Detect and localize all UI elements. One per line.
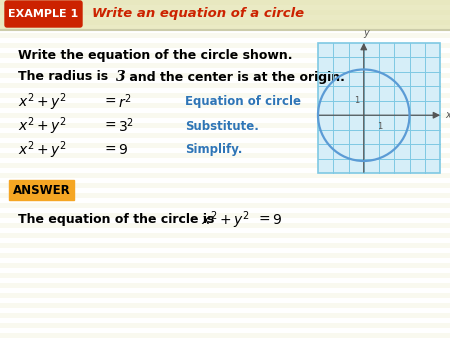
FancyBboxPatch shape (0, 193, 450, 198)
FancyBboxPatch shape (0, 53, 450, 58)
FancyBboxPatch shape (0, 323, 450, 328)
FancyBboxPatch shape (0, 163, 450, 168)
FancyBboxPatch shape (0, 5, 450, 10)
FancyBboxPatch shape (0, 173, 450, 178)
FancyBboxPatch shape (0, 263, 450, 268)
Text: =: = (105, 143, 117, 157)
FancyBboxPatch shape (0, 33, 450, 38)
FancyBboxPatch shape (0, 283, 450, 288)
FancyBboxPatch shape (0, 293, 450, 298)
Text: y: y (363, 28, 369, 38)
FancyBboxPatch shape (0, 143, 450, 148)
Text: =: = (258, 213, 270, 227)
Text: $x^2 + y^2$: $x^2 + y^2$ (18, 91, 67, 113)
FancyBboxPatch shape (0, 303, 450, 308)
FancyBboxPatch shape (0, 233, 450, 238)
FancyBboxPatch shape (0, 93, 450, 98)
FancyBboxPatch shape (0, 83, 450, 88)
FancyBboxPatch shape (0, 263, 450, 268)
FancyBboxPatch shape (0, 223, 450, 228)
Text: Write an equation of a circle: Write an equation of a circle (92, 7, 304, 21)
FancyBboxPatch shape (0, 63, 450, 68)
Text: $x^2 + y^2$: $x^2 + y^2$ (18, 115, 67, 137)
FancyBboxPatch shape (0, 233, 450, 238)
FancyBboxPatch shape (0, 25, 450, 30)
FancyBboxPatch shape (0, 30, 450, 338)
FancyBboxPatch shape (0, 223, 450, 228)
Text: =: = (105, 119, 117, 133)
FancyBboxPatch shape (0, 333, 450, 338)
Text: 3: 3 (116, 70, 126, 84)
FancyBboxPatch shape (5, 1, 82, 27)
Text: Write the equation of the circle shown.: Write the equation of the circle shown. (18, 49, 292, 63)
FancyBboxPatch shape (0, 143, 450, 148)
Text: $r^2$: $r^2$ (118, 93, 132, 111)
FancyBboxPatch shape (0, 173, 450, 178)
FancyBboxPatch shape (0, 43, 450, 48)
Text: Simplify.: Simplify. (185, 144, 243, 156)
FancyBboxPatch shape (0, 213, 450, 218)
Text: $3^2$: $3^2$ (118, 117, 134, 135)
FancyBboxPatch shape (0, 43, 450, 48)
Text: and the center is at the origin.: and the center is at the origin. (125, 71, 345, 83)
FancyBboxPatch shape (0, 13, 450, 18)
FancyBboxPatch shape (0, 3, 450, 8)
FancyBboxPatch shape (0, 33, 450, 38)
FancyBboxPatch shape (9, 180, 74, 200)
Text: 1: 1 (355, 96, 360, 105)
FancyBboxPatch shape (0, 193, 450, 198)
FancyBboxPatch shape (0, 103, 450, 108)
Text: Substitute.: Substitute. (185, 120, 259, 132)
FancyBboxPatch shape (0, 293, 450, 298)
FancyBboxPatch shape (0, 93, 450, 98)
FancyBboxPatch shape (0, 123, 450, 128)
FancyBboxPatch shape (0, 333, 450, 338)
FancyBboxPatch shape (0, 123, 450, 128)
FancyBboxPatch shape (0, 213, 450, 218)
FancyBboxPatch shape (0, 283, 450, 288)
FancyBboxPatch shape (0, 203, 450, 208)
Text: x: x (445, 110, 450, 120)
FancyBboxPatch shape (0, 133, 450, 138)
Text: EXAMPLE 1: EXAMPLE 1 (8, 9, 78, 19)
Text: Equation of circle: Equation of circle (185, 96, 301, 108)
FancyBboxPatch shape (0, 323, 450, 328)
FancyBboxPatch shape (0, 0, 450, 30)
FancyBboxPatch shape (0, 153, 450, 158)
FancyBboxPatch shape (0, 273, 450, 278)
FancyBboxPatch shape (0, 243, 450, 248)
FancyBboxPatch shape (0, 63, 450, 68)
FancyBboxPatch shape (0, 15, 450, 20)
Text: 1: 1 (378, 122, 382, 131)
Text: =: = (105, 95, 117, 109)
FancyBboxPatch shape (0, 23, 450, 28)
FancyBboxPatch shape (0, 273, 450, 278)
FancyBboxPatch shape (0, 83, 450, 88)
FancyBboxPatch shape (0, 23, 450, 28)
FancyBboxPatch shape (318, 43, 440, 173)
FancyBboxPatch shape (0, 183, 450, 188)
FancyBboxPatch shape (0, 73, 450, 78)
FancyBboxPatch shape (0, 113, 450, 118)
Text: ANSWER: ANSWER (13, 184, 70, 196)
FancyBboxPatch shape (0, 53, 450, 58)
Text: The equation of the circle is: The equation of the circle is (18, 214, 214, 226)
Text: 9: 9 (118, 143, 127, 157)
FancyBboxPatch shape (0, 313, 450, 318)
FancyBboxPatch shape (0, 203, 450, 208)
FancyBboxPatch shape (0, 103, 450, 108)
FancyBboxPatch shape (0, 303, 450, 308)
FancyBboxPatch shape (0, 163, 450, 168)
FancyBboxPatch shape (0, 243, 450, 248)
Text: $x^2 + y^2$: $x^2 + y^2$ (18, 139, 67, 161)
FancyBboxPatch shape (0, 253, 450, 258)
FancyBboxPatch shape (0, 183, 450, 188)
FancyBboxPatch shape (0, 113, 450, 118)
FancyBboxPatch shape (0, 133, 450, 138)
FancyBboxPatch shape (0, 153, 450, 158)
Text: 9: 9 (272, 213, 281, 227)
FancyBboxPatch shape (0, 73, 450, 78)
Text: $x^2 + y^2$: $x^2 + y^2$ (201, 209, 250, 231)
FancyBboxPatch shape (0, 313, 450, 318)
